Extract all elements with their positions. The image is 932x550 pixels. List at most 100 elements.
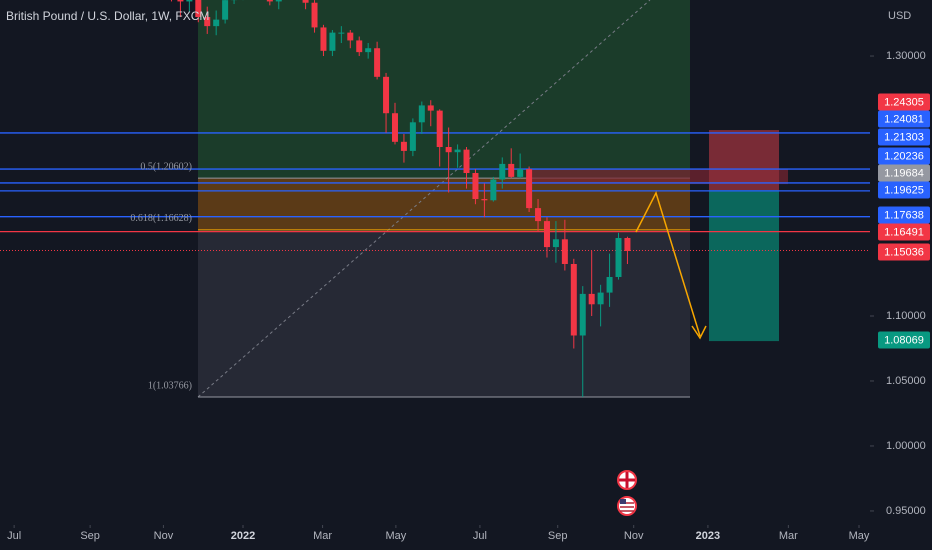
candle-body	[177, 0, 184, 2]
candle-body	[320, 27, 327, 51]
candle-body	[302, 0, 309, 3]
candle-body	[588, 293, 595, 305]
candle-body	[391, 113, 398, 142]
x-tick-label: May	[849, 530, 870, 542]
candle-body	[356, 40, 363, 53]
y-tick-label: 1.30000	[886, 50, 926, 62]
candle-body	[597, 292, 604, 305]
forecast-arrow	[635, 191, 701, 337]
y-axis-unit: USD	[888, 10, 911, 22]
candle-body	[418, 105, 425, 123]
candle-body	[454, 149, 461, 153]
fib-zone-lower	[198, 229, 690, 398]
candle-body	[606, 276, 613, 293]
price-label: 1.19625	[884, 184, 924, 196]
candle-body	[436, 110, 443, 148]
candle-body	[490, 179, 497, 201]
flag-canton	[620, 499, 626, 504]
price-label-box	[878, 147, 930, 165]
take-profit-zone	[709, 190, 779, 342]
x-tick-label: Nov	[154, 530, 174, 542]
price-label-box	[878, 164, 930, 182]
candle-body	[481, 199, 488, 201]
y-tick-label: 1.10000	[886, 310, 926, 322]
candle-body	[570, 263, 577, 336]
candle-body	[561, 239, 568, 264]
candle-body	[365, 48, 372, 53]
candle-body	[338, 32, 345, 34]
x-tick-label: 2022	[231, 530, 255, 542]
candles	[170, 0, 631, 397]
overlay: 0.5(1.20602) 0.618(1.16628) 1(1.03766) 1.30…	[7, 50, 930, 542]
x-tick-label: Sep	[548, 530, 568, 542]
fib-zone-upper	[198, 0, 690, 179]
price-label-box	[878, 128, 930, 146]
candle-body	[409, 122, 416, 151]
price-label: 1.08069	[884, 334, 924, 346]
price-label: 1.20236	[884, 150, 924, 162]
drawings	[0, 0, 870, 398]
candle-body	[579, 293, 586, 336]
chart-title: British Pound / U.S. Dollar, 1W, FXCM	[6, 9, 209, 23]
x-tick-label: May	[385, 530, 406, 542]
candle-body	[383, 76, 390, 114]
price-label-box	[878, 331, 930, 349]
candle-body	[275, 0, 282, 2]
event-icons	[617, 470, 637, 516]
price-label-box	[878, 93, 930, 111]
fib-trend-line	[197, 0, 651, 398]
price-label: 1.17638	[884, 209, 924, 221]
fib-level-label: 0.618(1.16628)	[130, 213, 192, 224]
candle-body	[508, 163, 515, 177]
flag-cross	[619, 472, 635, 488]
x-tick-label: Jul	[473, 530, 487, 542]
candle-body	[472, 173, 479, 200]
price-label: 1.21303	[884, 131, 924, 143]
price-label: 1.15036	[884, 246, 924, 258]
candle-body	[400, 141, 407, 151]
candle-body	[311, 2, 318, 28]
candle-body	[204, 17, 211, 27]
candle-body	[526, 169, 533, 209]
price-label-box	[878, 223, 930, 241]
candle-body	[552, 239, 559, 248]
y-tick-label: 0.95000	[886, 505, 926, 517]
price-label: 1.24305	[884, 96, 924, 108]
candle-body	[543, 221, 550, 248]
x-tick-label: Jul	[7, 530, 21, 542]
x-tick-label: Mar	[313, 530, 332, 542]
candle-body	[222, 0, 229, 20]
price-label-box	[878, 110, 930, 128]
x-tick-label: Sep	[80, 530, 100, 542]
candle-body	[517, 169, 524, 177]
candle-body	[445, 147, 452, 153]
candle-body	[329, 32, 336, 51]
arrow-head	[691, 325, 707, 340]
price-label: 1.19684	[884, 167, 924, 179]
candle-body	[213, 19, 220, 27]
price-label-box	[878, 243, 930, 261]
candle-body	[535, 208, 542, 222]
candle-body	[195, 0, 202, 18]
price-label-box	[878, 206, 930, 224]
x-tick-label: Mar	[779, 530, 798, 542]
candle-body	[615, 237, 622, 277]
candle-body	[347, 32, 354, 41]
fib-level-label: 0.5(1.20602)	[140, 161, 192, 172]
candle-body	[463, 149, 470, 174]
fib-level-label: 1(1.03766)	[148, 380, 192, 391]
fib-zone-middle	[198, 178, 690, 230]
candle-body	[266, 0, 273, 2]
x-tick-label: Nov	[624, 530, 644, 542]
candle-body	[186, 0, 193, 2]
candle-body	[624, 237, 631, 251]
y-tick-label: 1.05000	[886, 375, 926, 387]
y-tick-label: 1.00000	[886, 440, 926, 452]
price-label: 1.16491	[884, 226, 924, 238]
price-label: 1.24081	[884, 113, 924, 125]
candle-body	[499, 163, 506, 180]
x-tick-label: 2023	[696, 530, 720, 542]
candle-body	[427, 105, 434, 111]
